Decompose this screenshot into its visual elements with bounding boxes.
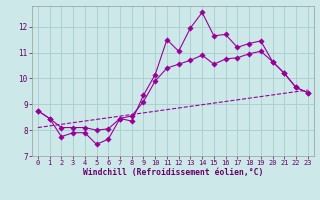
X-axis label: Windchill (Refroidissement éolien,°C): Windchill (Refroidissement éolien,°C) bbox=[83, 168, 263, 177]
